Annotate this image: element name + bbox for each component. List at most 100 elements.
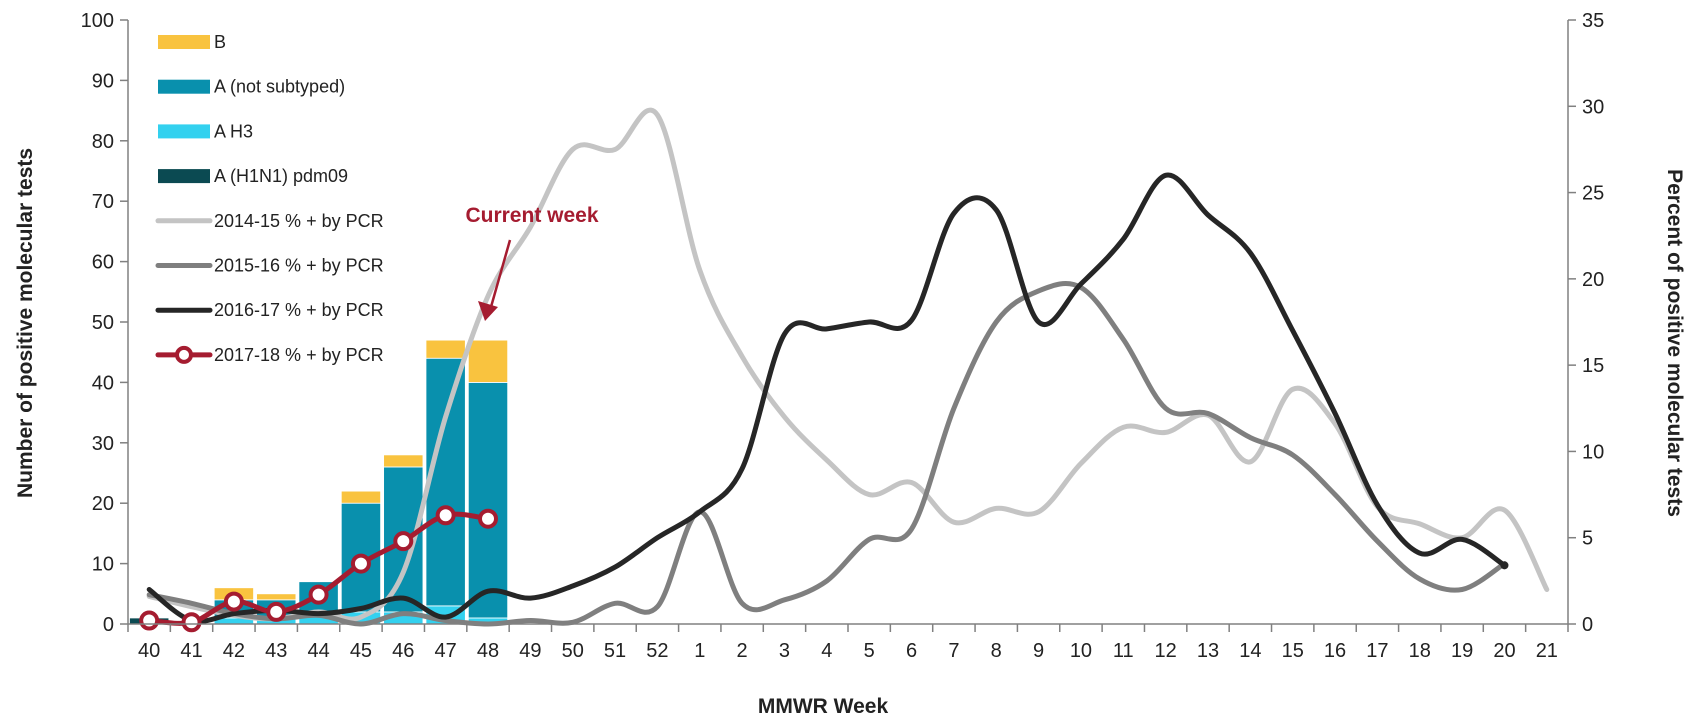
left-y-tick-label: 50 bbox=[92, 312, 114, 334]
x-tick-label: 42 bbox=[223, 640, 245, 662]
legend-swatch-b bbox=[158, 35, 210, 49]
left-y-tick-label: 10 bbox=[92, 554, 114, 576]
x-tick-label: 50 bbox=[562, 640, 584, 662]
left-y-tick-label: 80 bbox=[92, 131, 114, 153]
x-tick-label: 10 bbox=[1070, 640, 1092, 662]
x-ticks: 40 41 42 43 44 45 46 47 48 49 50 51 52 1 2 3 4 5 6 7 8 9 10 11 1… bbox=[127, 624, 1569, 662]
x-tick-label: 17 bbox=[1366, 640, 1388, 662]
bar-b bbox=[340, 490, 382, 504]
legend-swatch-a-not-subtyped bbox=[158, 79, 210, 94]
line-2015-16-by-pcr bbox=[146, 281, 1507, 627]
left-y-ticks: 0 10 20 30 40 50 60 70 80 90 100 bbox=[81, 10, 128, 636]
legend-label-2014-15-by-pcr: 2014-15 % + by PCR bbox=[214, 211, 384, 231]
x-tick-label: 4 bbox=[821, 640, 832, 662]
legend-label-a-not-subtyped: A (not subtyped) bbox=[214, 77, 345, 97]
line-2014-15-by-pcr bbox=[146, 107, 1550, 622]
x-tick-label: 18 bbox=[1409, 640, 1431, 662]
right-y-tick-label: 30 bbox=[1582, 96, 1604, 118]
left-y-tick-label: 0 bbox=[103, 614, 114, 636]
marker-2017-18-by-pcr bbox=[181, 612, 202, 633]
x-tick-label: 6 bbox=[906, 640, 917, 662]
left-y-tick-label: 70 bbox=[92, 191, 114, 213]
left-y-tick-label: 30 bbox=[92, 433, 114, 455]
marker-2017-18-by-pcr bbox=[435, 505, 456, 526]
x-tick-label: 9 bbox=[1033, 640, 1044, 662]
bar-b bbox=[256, 593, 297, 601]
x-tick-label: 44 bbox=[307, 640, 329, 662]
x-tick-label: 43 bbox=[265, 640, 287, 662]
right-y-tick-label: 20 bbox=[1582, 269, 1604, 291]
marker-layer bbox=[139, 505, 1509, 633]
legend-label-2016-17-by-pcr: 2016-17 % + by PCR bbox=[214, 300, 384, 320]
legend-marker-2017-18-by-pcr bbox=[175, 345, 193, 364]
current-week-arrowhead bbox=[478, 301, 498, 321]
bar-b bbox=[467, 339, 509, 383]
marker-2017-18-by-pcr bbox=[393, 531, 414, 552]
x-tick-label: 12 bbox=[1155, 640, 1177, 662]
legend-label-2017-18-by-pcr: 2017-18 % + by PCR bbox=[214, 345, 384, 365]
left-y-tick-label: 60 bbox=[92, 252, 114, 274]
left-y-tick-label: 20 bbox=[92, 493, 114, 515]
legend-label-a-h3: A H3 bbox=[214, 121, 253, 141]
x-tick-label: 8 bbox=[991, 640, 1002, 662]
x-tick-label: 51 bbox=[604, 640, 626, 662]
endpoint-2016-17-by-pcr bbox=[1500, 561, 1509, 570]
x-tick-label: 52 bbox=[646, 640, 668, 662]
x-tick-label: 48 bbox=[477, 640, 499, 662]
x-tick-label: 19 bbox=[1451, 640, 1473, 662]
current-week-label: Current week bbox=[465, 204, 598, 227]
x-tick-label: 40 bbox=[138, 640, 160, 662]
legend-label-b: B bbox=[214, 32, 226, 52]
x-tick-label: 3 bbox=[779, 640, 790, 662]
bar-b bbox=[425, 339, 466, 359]
x-tick-label: 7 bbox=[948, 640, 959, 662]
x-tick-label: 16 bbox=[1324, 640, 1346, 662]
left-y-tick-label: 100 bbox=[81, 10, 114, 32]
right-y-tick-label: 0 bbox=[1582, 614, 1593, 636]
x-tick-label: 13 bbox=[1197, 640, 1219, 662]
x-tick-label: 20 bbox=[1493, 640, 1515, 662]
plot-area bbox=[129, 107, 1550, 633]
right-y-tick-label: 5 bbox=[1582, 528, 1593, 550]
legend-swatch-a-h3 bbox=[158, 124, 210, 139]
left-y-tick-label: 90 bbox=[92, 70, 114, 92]
right-y-ticks: 0 5 10 15 20 25 30 35 bbox=[1568, 10, 1604, 636]
x-tick-label: 41 bbox=[180, 640, 202, 662]
legend-label-2015-16-by-pcr: 2015-16 % + by PCR bbox=[214, 256, 384, 276]
x-tick-label: 49 bbox=[519, 640, 541, 662]
marker-2017-18-by-pcr bbox=[308, 584, 329, 605]
line-layer bbox=[146, 107, 1550, 627]
bar-a-not-subtyped bbox=[425, 357, 466, 607]
x-tick-label: 1 bbox=[694, 640, 705, 662]
x-tick-label: 21 bbox=[1536, 640, 1558, 662]
current-week-annotation: Current week bbox=[465, 204, 599, 321]
left-y-axis-title: Number of positive molecular tests bbox=[14, 148, 37, 498]
x-tick-label: 47 bbox=[435, 640, 457, 662]
right-y-tick-label: 15 bbox=[1582, 355, 1604, 377]
x-tick-label: 5 bbox=[864, 640, 875, 662]
marker-2017-18-by-pcr bbox=[139, 610, 160, 631]
marker-2017-18-by-pcr bbox=[266, 601, 287, 622]
bar-b bbox=[383, 454, 424, 468]
legend-swatch-a-h1n1-pdm09 bbox=[158, 169, 210, 184]
marker-2017-18-by-pcr bbox=[350, 553, 371, 574]
legend-label-a-h1n1-pdm09: A (H1N1) pdm09 bbox=[214, 166, 348, 186]
x-tick-label: 14 bbox=[1239, 640, 1261, 662]
bar-a-not-subtyped bbox=[467, 381, 509, 619]
right-y-axis-title: Percent of positive molecular tests bbox=[1663, 169, 1686, 517]
marker-2017-18-by-pcr bbox=[478, 508, 498, 529]
x-tick-label: 11 bbox=[1113, 640, 1134, 662]
bar-layer bbox=[129, 339, 509, 625]
left-y-tick-label: 40 bbox=[92, 372, 114, 394]
x-tick-label: 15 bbox=[1282, 640, 1304, 662]
right-y-tick-label: 35 bbox=[1582, 10, 1604, 32]
legend: B A (not subtyped) A H3 A (H1N1) pdm09 2014-… bbox=[155, 32, 384, 365]
x-tick-label: 2 bbox=[737, 640, 748, 662]
marker-2017-18-by-pcr bbox=[223, 591, 244, 612]
right-y-tick-label: 25 bbox=[1582, 183, 1604, 205]
current-week-arrow bbox=[487, 239, 512, 315]
line-2016-17-by-pcr bbox=[146, 172, 1507, 624]
x-tick-label: 45 bbox=[350, 640, 372, 662]
